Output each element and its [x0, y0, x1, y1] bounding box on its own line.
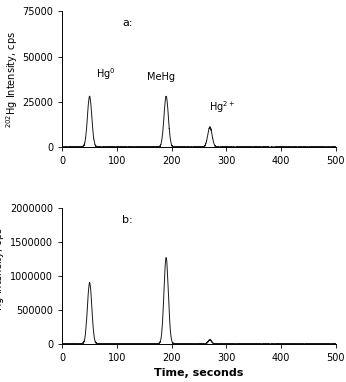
Y-axis label: $^{202}$Hg Intensity, cps: $^{202}$Hg Intensity, cps [4, 31, 20, 128]
Text: MeHg: MeHg [147, 72, 175, 82]
Text: a:: a: [122, 18, 133, 28]
Text: Hg$^0$: Hg$^0$ [96, 66, 116, 82]
Y-axis label: $^{202}$Hg Intensity, cps: $^{202}$Hg Intensity, cps [0, 228, 8, 324]
X-axis label: Time, seconds: Time, seconds [154, 368, 244, 379]
Text: Hg$^{2+}$: Hg$^{2+}$ [209, 99, 235, 115]
Text: b:: b: [122, 215, 133, 225]
